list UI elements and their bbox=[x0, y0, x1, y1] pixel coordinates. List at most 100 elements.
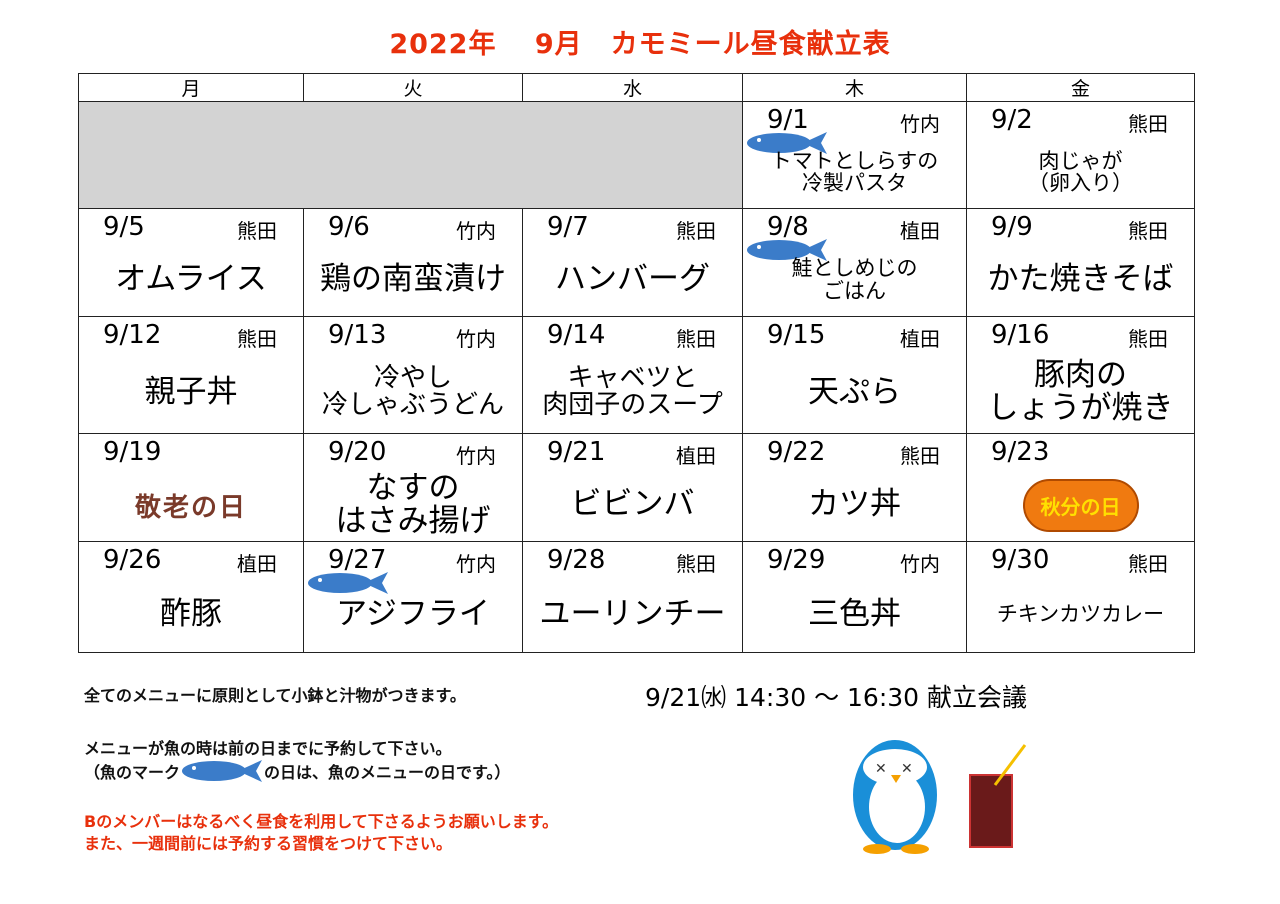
menu-line: 三色丼 bbox=[808, 595, 901, 632]
cook-name: 熊田 bbox=[1128, 327, 1168, 351]
day-date: 9/9 bbox=[991, 212, 1033, 242]
day-date: 9/30 bbox=[991, 545, 1050, 575]
menu-line: （卵入り） bbox=[1028, 171, 1133, 195]
menu-item: 鶏の南蛮漬け bbox=[304, 247, 522, 312]
day-date: 9/15 bbox=[767, 320, 826, 350]
cook-name: 竹内 bbox=[900, 552, 940, 576]
menu-line: はさみ揚げ bbox=[335, 502, 491, 539]
menu-item: 親子丼 bbox=[79, 355, 303, 429]
day-date: 9/20 bbox=[328, 437, 387, 467]
cook-name: 熊田 bbox=[1128, 219, 1168, 243]
day-date: 9/7 bbox=[547, 212, 589, 242]
menu-item: チキンカツカレー bbox=[967, 580, 1194, 648]
cook-name: 竹内 bbox=[456, 219, 496, 243]
title-name: カモミール昼食献立表 bbox=[610, 29, 891, 60]
menu-line: 天ぷら bbox=[808, 373, 901, 410]
cook-name: 熊田 bbox=[1128, 112, 1168, 136]
note-request: Bのメンバーはなるべく昼食を利用して下さるようお願いします。 bbox=[84, 812, 559, 831]
fish-icon bbox=[745, 130, 829, 160]
menu-item: カツ丼 bbox=[743, 472, 966, 537]
day-cell: 9/28 熊田 ユーリンチー bbox=[522, 541, 743, 653]
week-row: 9/19 敬老の日 9/20 竹内 なすの はさみ揚げ 9/21 植田 ビビンバ 9/22 熊田 カツ… bbox=[78, 433, 1195, 542]
day-cell: 9/21 植田 ビビンバ bbox=[522, 433, 743, 542]
menu-item: アジフライ bbox=[304, 580, 522, 648]
day-date: 9/12 bbox=[103, 320, 162, 350]
fish-icon bbox=[306, 570, 390, 600]
week-row: 9/12 熊田親子丼 9/13 竹内冷やし 冷しゃぶうどん 9/14 熊田キャベツと 肉団子の… bbox=[78, 316, 1195, 434]
weekday-header: 金 bbox=[966, 73, 1195, 102]
weekday-header: 水 bbox=[522, 73, 743, 102]
fish-icon bbox=[182, 760, 263, 782]
holiday-label: 秋分の日 bbox=[1022, 479, 1139, 532]
day-cell: 9/6 竹内 鶏の南蛮漬け bbox=[303, 208, 523, 317]
day-date: 9/16 bbox=[991, 320, 1050, 350]
menu-item: ビビンバ bbox=[523, 472, 742, 537]
cook-name: 熊田 bbox=[900, 444, 940, 468]
day-cell: 9/9 熊田かた焼きそば bbox=[966, 208, 1195, 317]
title-month: 9月 bbox=[534, 29, 583, 60]
menu-line: キャベツと bbox=[567, 362, 698, 393]
holiday-badge: 秋分の日 bbox=[967, 474, 1194, 537]
menu-line: トマトとしらすの bbox=[770, 148, 939, 173]
svg-text:✕: ✕ bbox=[875, 761, 887, 777]
week-row: 9/26 植田 酢豚 9/27 竹内 アジフライ 9/28 熊田 ユーリンチー 9/29 竹内 三色丼… bbox=[78, 541, 1195, 653]
fish-icon bbox=[745, 237, 829, 267]
day-cell: 9/30 熊田 チキンカツカレー bbox=[966, 541, 1195, 653]
holiday-badge: 敬老の日 bbox=[79, 474, 303, 537]
day-date: 9/27 bbox=[328, 545, 387, 575]
menu-item: トマトとしらすの 冷製パスタ bbox=[743, 140, 966, 204]
menu-line: ごはん bbox=[823, 278, 886, 303]
menu-item: かた焼きそば bbox=[967, 247, 1194, 312]
menu-line: かた焼きそば bbox=[987, 261, 1174, 298]
day-date: 9/5 bbox=[103, 212, 145, 242]
menu-line: 冷製パスタ bbox=[802, 171, 907, 195]
cook-name: 熊田 bbox=[676, 327, 716, 351]
day-date: 9/14 bbox=[547, 320, 606, 350]
menu-item: ユーリンチー bbox=[523, 580, 742, 648]
menu-line: 肉団子のスープ bbox=[542, 390, 723, 420]
note-fish-mark: （魚のマーク の日は、魚のメニューの日です。） bbox=[84, 758, 510, 784]
cook-name: 竹内 bbox=[900, 112, 940, 136]
weekday-header: 月 bbox=[78, 73, 304, 102]
cook-name: 植田 bbox=[237, 552, 277, 576]
day-date: 9/1 bbox=[767, 105, 809, 135]
menu-item: オムライス bbox=[79, 247, 303, 312]
day-cell: 9/1 竹内トマトとしらすの 冷製パスタ bbox=[742, 101, 967, 209]
note-fish-mark-b: の日は、魚のメニューの日です。） bbox=[264, 763, 511, 782]
day-cell: 9/5 熊田 オムライス bbox=[78, 208, 304, 317]
day-date: 9/29 bbox=[767, 545, 826, 575]
cook-name: 熊田 bbox=[676, 219, 716, 243]
cook-name: 竹内 bbox=[456, 552, 496, 576]
note-fish-mark-a: （魚のマーク bbox=[84, 763, 181, 782]
day-date: 9/19 bbox=[103, 437, 162, 467]
day-date: 9/13 bbox=[328, 320, 387, 350]
cook-name: 植田 bbox=[900, 327, 940, 351]
menu-item: 酢豚 bbox=[79, 580, 303, 648]
day-cell: 9/14 熊田キャベツと 肉団子のスープ bbox=[522, 316, 743, 434]
menu-line: ユーリンチー bbox=[539, 595, 726, 632]
menu-item: ハンバーグ bbox=[523, 247, 742, 312]
menu-line: なすの bbox=[366, 469, 460, 506]
menu-line: 親子丼 bbox=[144, 373, 238, 410]
menu-line: 肉じゃが bbox=[1038, 148, 1123, 173]
menu-line: 酢豚 bbox=[160, 595, 222, 632]
week-row: 9/5 熊田 オムライス 9/6 竹内 鶏の南蛮漬け 9/7 熊田 ハンバーグ 9/8 植田 鮭としめ… bbox=[78, 208, 1195, 317]
menu-item: 三色丼 bbox=[743, 580, 966, 648]
menu-line: しょうが焼き bbox=[987, 390, 1174, 426]
menu-item: 肉じゃが （卵入り） bbox=[967, 140, 1194, 204]
menu-line: 冷しゃぶうどん bbox=[321, 390, 504, 420]
cook-name: 植田 bbox=[900, 219, 940, 243]
cook-name: 竹内 bbox=[456, 327, 496, 351]
empty-days bbox=[78, 101, 743, 209]
cook-name: 植田 bbox=[676, 444, 716, 468]
day-cell: 9/23 秋分の日 bbox=[966, 433, 1195, 542]
day-date: 9/23 bbox=[991, 437, 1050, 467]
meeting-notice: 9/21㈬ 14:30 ～ 16:30 献立会議 bbox=[645, 683, 1028, 712]
note-habit: また、一週間前には予約する習慣をつけて下さい。 bbox=[84, 834, 453, 853]
menu-item: 冷やし 冷しゃぶうどん bbox=[304, 355, 522, 429]
menu-line: 豚肉の bbox=[1034, 357, 1127, 394]
day-cell: 9/22 熊田 カツ丼 bbox=[742, 433, 967, 542]
cook-name: 熊田 bbox=[676, 552, 716, 576]
day-date: 9/26 bbox=[103, 545, 162, 575]
weekday-header: 火 bbox=[303, 73, 523, 102]
